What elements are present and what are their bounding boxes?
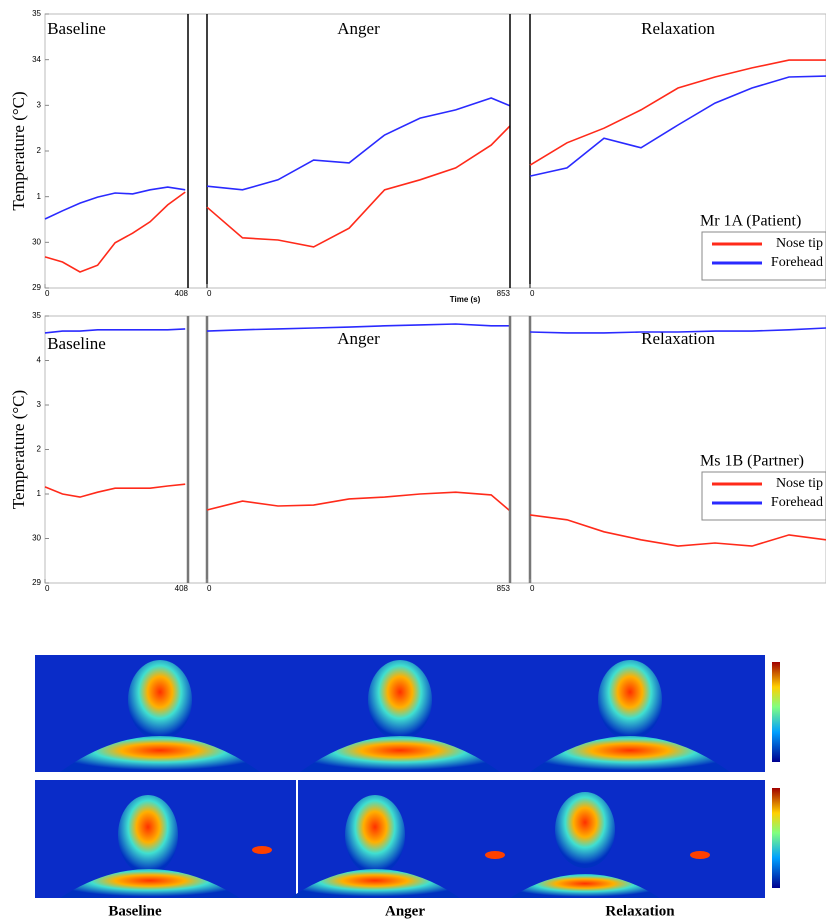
line-series	[206, 491, 511, 512]
legend-box	[701, 471, 826, 521]
panel-title: Anger	[337, 19, 380, 38]
line-series	[529, 75, 826, 177]
y-tick-label: 3	[37, 400, 42, 409]
legend-label: Nose tip	[776, 236, 823, 251]
x-tick-label: 0	[207, 584, 212, 593]
y-tick-label: 30	[32, 237, 41, 246]
line-series	[529, 327, 826, 334]
y-tick-label: 30	[32, 534, 41, 543]
y-tick-label: 1	[37, 489, 42, 498]
panel-title: Relaxation	[641, 329, 715, 348]
x-tick-label: 408	[175, 584, 189, 593]
line-series	[44, 186, 186, 220]
line-series	[206, 97, 511, 191]
y-tick-label: 1	[37, 192, 42, 201]
line-series	[529, 59, 826, 166]
y-axis-label: Temperature (°C)	[9, 390, 28, 509]
x-tick-label: 0	[45, 289, 50, 298]
x-tick-label: 0	[530, 584, 535, 593]
panel-title: Relaxation	[641, 19, 715, 38]
y-tick-label: 2	[37, 445, 42, 454]
x-tick-label: 0	[45, 584, 50, 593]
x-tick-label: 0	[207, 289, 212, 298]
y-tick-label: 34	[32, 55, 41, 64]
colorbar	[772, 662, 780, 762]
y-tick-label: 29	[32, 578, 41, 587]
legend-box	[701, 231, 826, 281]
line-series	[44, 191, 186, 273]
thermal-images	[35, 655, 780, 898]
x-tick-label: 0	[530, 289, 535, 298]
image-label: Baseline	[108, 903, 162, 919]
annotation: Ms 1B (Partner)	[700, 453, 804, 470]
x-tick-label: 853	[497, 584, 511, 593]
panel-title: Anger	[337, 329, 380, 348]
x-tick-label: 853	[497, 289, 511, 298]
legend-label: Forehead	[771, 495, 823, 510]
image-label: Relaxation	[605, 903, 675, 919]
y-tick-label: 4	[37, 356, 42, 365]
line-series	[206, 323, 510, 332]
panel-title: Baseline	[47, 334, 106, 353]
panel-title: Baseline	[47, 19, 106, 38]
y-tick-label: 35	[32, 9, 41, 18]
line-series	[529, 514, 826, 547]
image-label: Anger	[385, 903, 425, 919]
line-series	[44, 483, 186, 498]
y-axis-label: Temperature (°C)	[9, 91, 28, 210]
colorbar	[772, 788, 780, 888]
legend-label: Forehead	[771, 255, 823, 270]
y-tick-label: 35	[32, 311, 41, 320]
x-tick-label: 408	[175, 289, 189, 298]
y-tick-label: 29	[32, 283, 41, 292]
y-tick-label: 3	[37, 100, 42, 109]
legend-label: Nose tip	[776, 476, 823, 491]
x-axis-label: Time (s)	[450, 295, 481, 304]
line-series	[44, 328, 186, 334]
line-series	[206, 125, 511, 248]
y-tick-label: 2	[37, 146, 42, 155]
annotation: Mr 1A (Patient)	[700, 213, 801, 230]
